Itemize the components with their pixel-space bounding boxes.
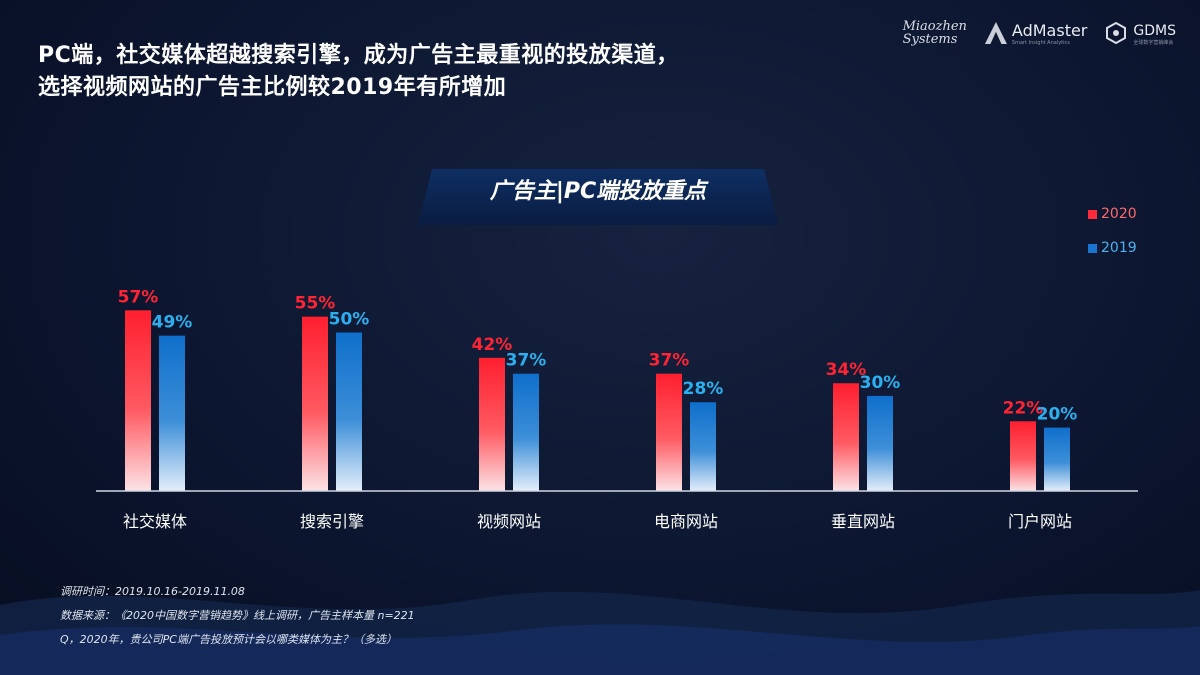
bar-2019-5 <box>867 395 893 491</box>
footnote-question: Q，2020年，贵公司PC端广告投放预计会以哪类媒体为主？（多选） <box>60 633 397 646</box>
data-label-2020-4: 37% <box>649 351 690 371</box>
chart-legend: 2020 2019 <box>1088 204 1137 272</box>
admaster-logo: AdMaster Smart Insight Analytics <box>984 21 1087 46</box>
bar-2020-1 <box>125 310 151 491</box>
bar-2019-1 <box>159 335 185 491</box>
bar-2019-3 <box>513 373 539 491</box>
page-title: PC端，社交媒体超越搜索引擎，成为广告主最重视的投放渠道， 选择视频网站的广告主… <box>38 40 679 104</box>
logo-bar: Miaozhen Systems AdMaster Smart Insight … <box>903 20 1176 46</box>
footnote-source: 数据来源：《2020中国数字营销趋势》线上调研，广告主样本量 n=221 <box>60 609 415 622</box>
category-label-3: 视频网站 <box>477 512 541 531</box>
data-label-2019-5: 30% <box>860 373 901 393</box>
gdms-logo: GDMS 全球数字营销峰会 <box>1105 20 1176 46</box>
data-label-2020-3: 42% <box>472 335 513 355</box>
legend-swatch-2019 <box>1088 243 1097 253</box>
title-line-2: 选择视频网站的广告主比例较2019年有所增加 <box>38 75 507 100</box>
bar-2020-5 <box>833 383 859 491</box>
chart-banner <box>418 169 778 229</box>
bar-2019-2 <box>336 332 362 491</box>
category-label-4: 电商网站 <box>654 512 718 531</box>
bar-2020-2 <box>302 316 328 491</box>
data-label-2020-6: 22% <box>1003 398 1044 418</box>
data-label-2019-6: 20% <box>1037 405 1078 425</box>
chart-title: 广告主|PC端投放重点 <box>489 179 707 204</box>
category-label-5: 垂直网站 <box>831 512 895 531</box>
legend-item-2019: 2019 <box>1088 238 1137 258</box>
title-line-1: PC端，社交媒体超越搜索引擎，成为广告主最重视的投放渠道， <box>38 43 679 68</box>
bar-2020-3 <box>479 357 505 491</box>
background-waves <box>0 590 1200 675</box>
data-label-2019-1: 49% <box>152 313 193 333</box>
data-label-2020-2: 55% <box>295 294 336 314</box>
category-label-1: 社交媒体 <box>123 512 187 531</box>
data-label-2020-5: 34% <box>826 360 867 380</box>
legend-item-2020: 2020 <box>1088 204 1137 224</box>
bar-2019-4 <box>690 402 716 491</box>
category-label-6: 门户网站 <box>1008 512 1072 531</box>
bar-2020-4 <box>656 373 682 491</box>
chart-footnote: 调研时间：2019.10.16-2019.11.08 数据来源：《2020中国数… <box>60 580 415 652</box>
data-label-2020-1: 57% <box>118 287 159 307</box>
data-label-2019-4: 28% <box>683 379 724 399</box>
bar-2020-6 <box>1010 421 1036 491</box>
bar-2019-6 <box>1044 427 1070 491</box>
data-label-2019-2: 50% <box>329 310 370 330</box>
legend-swatch-2020 <box>1088 209 1097 219</box>
footnote-survey-time: 调研时间：2019.10.16-2019.11.08 <box>60 585 245 598</box>
data-label-2019-3: 37% <box>506 351 547 371</box>
miaozhen-logo: Miaozhen Systems <box>902 19 967 47</box>
gdms-hexagon-icon <box>1106 22 1127 44</box>
category-label-2: 搜索引擎 <box>300 512 364 531</box>
